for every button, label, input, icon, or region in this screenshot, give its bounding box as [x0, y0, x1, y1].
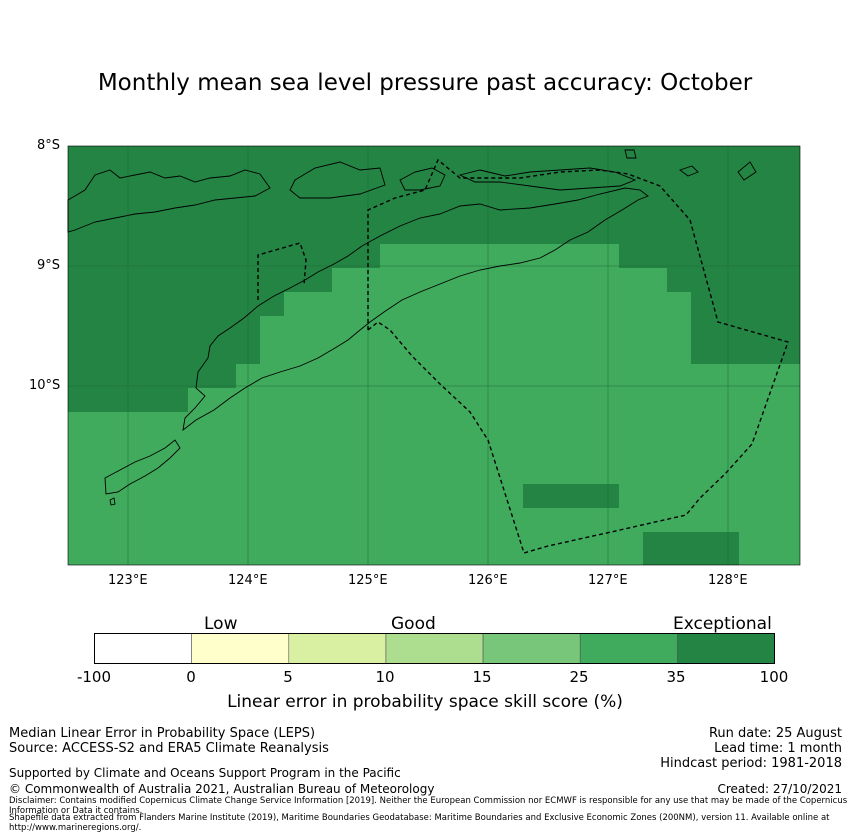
colorbar-cell: [385, 633, 484, 664]
lon-tick-125e: 125°E: [348, 573, 388, 588]
page-title: Monthly mean sea level pressure past acc…: [97, 70, 753, 96]
lat-tick-9s: 9°S: [37, 258, 61, 273]
rote-coastline: [104, 439, 181, 495]
alor-coastline: [289, 161, 386, 199]
footer-lead-time: Lead time: 1 month: [714, 741, 842, 756]
colorbar-cell: [579, 633, 678, 664]
colorbar-tick: 15: [472, 668, 492, 686]
eez-boundary: [257, 158, 789, 554]
colorbar-tick: 10: [375, 668, 395, 686]
timor-coastline: [182, 187, 649, 432]
lon-tick-126e: 126°E: [468, 573, 508, 588]
footer-hindcast: Hindcast period: 1981-2018: [660, 756, 842, 771]
colorbar: [94, 633, 775, 664]
colorbar-cell: [482, 633, 581, 664]
footer-created: Created: 27/10/2021: [717, 782, 842, 796]
footer-copyright: © Commonwealth of Australia 2021, Austra…: [9, 782, 435, 796]
colorbar-cell: [288, 633, 387, 664]
lon-tick-123e: 123°E: [108, 573, 148, 588]
lat-tick-8s: 8°S: [37, 138, 61, 153]
disclaimer-text: Disclaimer: Contains modified Copernicus…: [9, 796, 848, 816]
shapefile-credit: Shapefile data extracted from Flanders M…: [9, 813, 830, 833]
colorbar-cell: [677, 633, 775, 664]
colorbar-category-low: Low: [204, 614, 238, 634]
colorbar-tick: 0: [186, 668, 196, 686]
lon-tick-127e: 127°E: [588, 573, 628, 588]
colorbar-tick: 35: [666, 668, 686, 686]
colorbar-tick: -100: [76, 668, 112, 686]
footer-leps: Median Linear Error in Probability Space…: [9, 726, 316, 741]
map-frame: [67, 145, 801, 566]
small-island-4: [109, 497, 116, 506]
footer-run-date: Run date: 25 August: [708, 726, 842, 741]
eez-west-boundary: [257, 242, 307, 300]
lon-tick-128e: 128°E: [708, 573, 748, 588]
small-island-2: [737, 161, 757, 181]
dark-cell-southeast: [643, 532, 739, 565]
footer-source: Source: ACCESS-S2 and ERA5 Climate Reana…: [9, 741, 329, 756]
colorbar-tick: 25: [569, 668, 589, 686]
colorbar-category-exceptional: Exceptional: [673, 614, 772, 634]
colorbar-category-good: Good: [391, 614, 436, 634]
small-island-1: [679, 165, 699, 177]
colorbar-label: Linear error in probability space skill …: [227, 692, 623, 712]
small-island-3: [624, 149, 637, 159]
colorbar-tick: 5: [283, 668, 293, 686]
colorbar-cell: [191, 633, 290, 664]
flores-coastline: [67, 169, 271, 233]
dark-cell-south: [523, 484, 619, 508]
pantar-coastline: [399, 167, 446, 191]
lat-tick-10s: 10°S: [29, 378, 61, 393]
eez-main-boundary: [367, 158, 789, 554]
coastlines: [67, 149, 757, 506]
colorbar-tick: 100: [759, 668, 789, 686]
lon-tick-124e: 124°E: [228, 573, 268, 588]
footer-support: Supported by Climate and Oceans Support …: [9, 766, 401, 780]
wetar-coastline: [458, 167, 637, 191]
colorbar-cell: [94, 633, 192, 664]
